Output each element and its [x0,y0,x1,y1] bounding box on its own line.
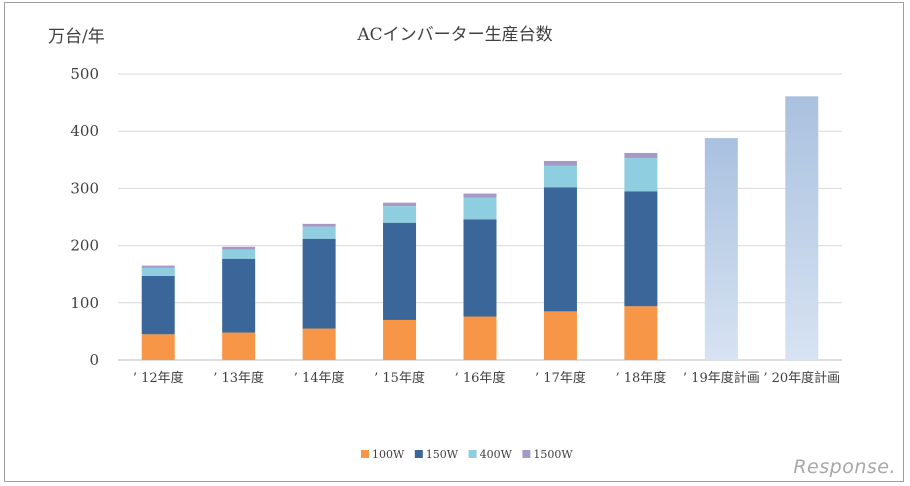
bar-segment-400w [463,197,497,220]
legend-label: 100W [372,448,405,461]
x-tick-label: ’ 16年度 [455,370,506,386]
bar-segment-400w [141,267,175,276]
bar-segment-100w [141,334,175,360]
bar-segment-400w [383,206,417,223]
bar-segment-1500w [463,193,497,198]
x-tick-label: ’ 15年度 [374,370,425,386]
x-tick-label: ’ 13年度 [213,370,264,386]
bar-segment-100w [624,306,658,360]
bar-segment-400w [222,249,256,259]
x-tick-label: ’ 17年度 [535,370,586,386]
bar-segment-100w [463,316,497,360]
bar-segment-150w [222,258,256,333]
bar-segment-400w [543,165,577,188]
y-tick-label: 500 [70,65,99,83]
bar-segment-1500w [302,223,336,227]
y-tick-label: 300 [70,179,99,197]
y-axis-unit-label: 万台/年 [48,27,105,47]
bar-segment-1500w [543,160,577,166]
chart-title: ACインバーター生産台数 [357,25,553,45]
bar-plan [785,96,819,361]
bar-segment-150w [463,219,497,317]
chart-frame [4,2,904,482]
x-tick-label: ’ 18年度 [615,370,666,386]
y-tick-label: 200 [70,237,99,255]
legend-swatch-100w [361,450,369,458]
bar-segment-150w [624,191,658,307]
bar-segment-100w [302,328,336,360]
y-tick-label: 400 [70,122,99,140]
bar-segment-1500w [383,202,417,207]
y-tick-label: 0 [89,351,99,369]
bar-segment-150w [302,238,336,329]
legend-label: 150W [426,448,459,461]
x-tick-label: ’ 19年度計画 [683,370,760,386]
bar-segment-100w [222,332,256,360]
bar-segment-100w [383,319,417,360]
bar-segment-1500w [141,265,175,268]
x-tick-label: ’ 20年度計画 [763,370,840,386]
bar-segment-400w [302,226,336,239]
y-tick-label: 100 [70,294,99,312]
x-tick-label: ’ 12年度 [133,370,184,386]
bar-segment-100w [543,311,577,360]
legend-swatch-150w [414,450,423,458]
legend-swatch-1500w [522,450,531,458]
response-watermark: Response. [793,456,896,478]
bar-plan [704,138,738,360]
bar-segment-1500w [222,246,256,250]
legend-label: 1500W [533,448,573,461]
bar-segment-150w [543,187,577,312]
legend-label: 400W [480,448,513,461]
bar-segment-400w [624,158,658,192]
x-tick-label: ’ 14年度 [294,370,345,386]
bar-segment-150w [141,275,175,335]
bar-segment-1500w [624,152,658,159]
bar-segment-150w [383,222,417,320]
legend-swatch-400w [468,450,477,458]
